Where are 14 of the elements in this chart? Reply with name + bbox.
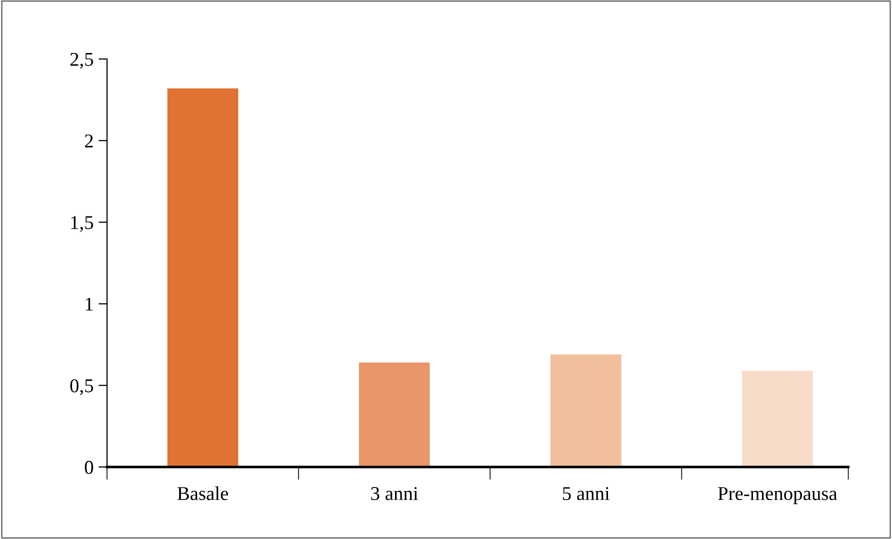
y-tick-label: 1,5: [71, 216, 94, 232]
x-tick-label: Pre-menopausa: [718, 487, 838, 504]
bar: [358, 362, 430, 467]
x-tick-label: Basale: [177, 486, 228, 500]
y-tick-label: 2: [84, 134, 93, 148]
y-tick-label: 0,5: [70, 379, 94, 396]
bar: [167, 88, 238, 467]
x-tick-label: 5 anni: [562, 487, 610, 500]
y-tick-label: 2,5: [70, 52, 94, 69]
x-tick-label: 3 anni: [371, 487, 418, 500]
y-tick-label: 1: [86, 298, 93, 311]
y-tick-label: 0: [84, 460, 94, 474]
bar: [550, 354, 622, 467]
bar: [742, 370, 813, 467]
